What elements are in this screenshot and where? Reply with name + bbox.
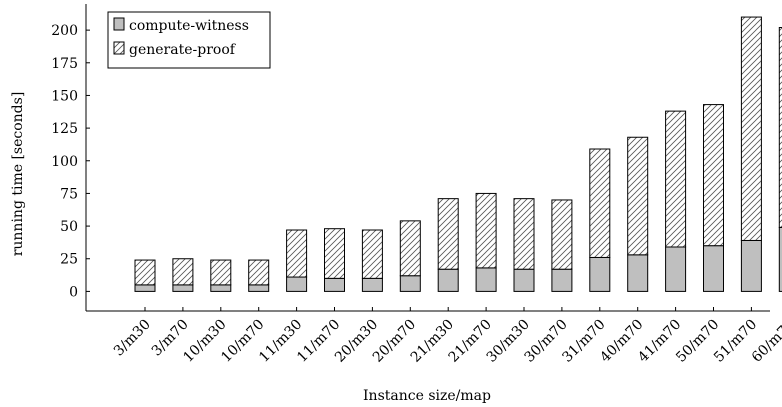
bar-compute-witness xyxy=(248,284,270,292)
bar-compute-witness xyxy=(740,239,762,292)
bar-compute-witness xyxy=(324,277,345,292)
bar-compute-witness xyxy=(551,268,573,292)
x-ticks-group: 3/m303/m7010/m3010/m7011/m3011/m7020/m30… xyxy=(111,307,782,366)
bar-generate-proof xyxy=(513,198,535,270)
bar-generate-proof xyxy=(286,229,308,278)
y-tick-label: 125 xyxy=(51,121,78,137)
legend-swatch-compute-witness xyxy=(113,17,125,31)
y-tick-label: 50 xyxy=(60,219,78,235)
plot-area xyxy=(85,4,770,312)
bar-compute-witness xyxy=(210,284,232,292)
legend-label-generate-proof: generate-proof xyxy=(129,42,237,58)
legend-swatch-generate-proof xyxy=(113,41,125,55)
y-tick-label: 25 xyxy=(60,252,78,268)
bar-compute-witness xyxy=(513,268,535,292)
bar-generate-proof xyxy=(172,258,194,286)
bar-compute-witness xyxy=(399,275,421,292)
legend-box xyxy=(107,11,271,69)
bars-group xyxy=(134,16,782,292)
y-tick-label: 0 xyxy=(69,284,78,300)
bar-generate-proof xyxy=(248,259,270,286)
y-tick-label: 200 xyxy=(51,23,78,39)
bar-generate-proof xyxy=(665,110,687,248)
y-ticks-group: 0 25 50 75 100 125 150 175 200 xyxy=(51,23,90,300)
bar-generate-proof xyxy=(778,27,782,228)
bar-generate-proof xyxy=(210,259,232,286)
x-tick-label: 3/m30 xyxy=(111,317,154,360)
y-axis-label: running time [seconds] xyxy=(10,92,26,257)
bar-generate-proof xyxy=(399,220,421,277)
bar-compute-witness xyxy=(286,276,308,292)
bar-generate-proof xyxy=(627,136,649,256)
bar-generate-proof xyxy=(551,199,573,270)
legend-label-compute-witness: compute-witness xyxy=(129,18,249,34)
bar-compute-witness xyxy=(437,268,459,292)
bar-generate-proof xyxy=(703,104,724,247)
bar-compute-witness xyxy=(778,226,782,292)
bar-generate-proof xyxy=(324,228,345,279)
bar-compute-witness xyxy=(361,277,383,292)
y-tick-label: 150 xyxy=(51,88,78,104)
bar-generate-proof xyxy=(740,16,762,241)
y-tick-label: 175 xyxy=(51,56,78,72)
bar-compute-witness xyxy=(475,267,497,292)
bar-compute-witness xyxy=(589,256,611,292)
y-tick-label: 75 xyxy=(60,186,78,202)
legend: compute-witness generate-proof xyxy=(107,11,271,69)
bar-generate-proof xyxy=(437,198,459,270)
bar-compute-witness xyxy=(665,246,687,292)
bar-compute-witness xyxy=(703,245,724,292)
bar-compute-witness xyxy=(627,254,649,292)
bar-compute-witness xyxy=(134,284,156,292)
bar-generate-proof xyxy=(134,259,156,286)
bar-generate-proof xyxy=(475,192,497,269)
y-tick-label: 100 xyxy=(51,154,78,170)
bar-generate-proof xyxy=(589,148,611,258)
x-axis-label: Instance size/map xyxy=(363,388,491,404)
bar-compute-witness xyxy=(172,284,194,292)
bar-generate-proof xyxy=(361,229,383,279)
